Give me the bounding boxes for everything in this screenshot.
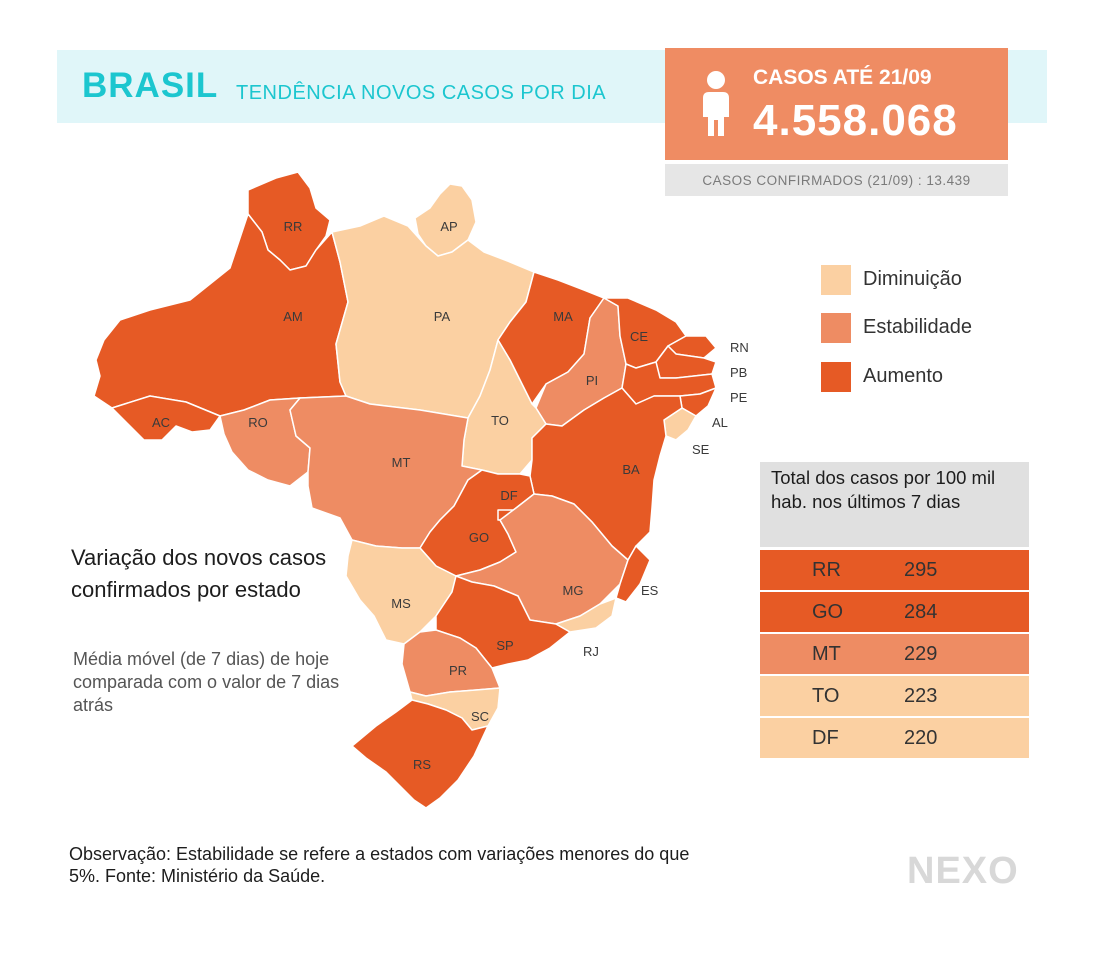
table-row: DF 220 [760,718,1029,758]
state-label-PA: PA [434,309,451,324]
page-subtitle: TENDÊNCIA NOVOS CASOS POR DIA [236,82,607,104]
state-label-RR: RR [284,219,303,234]
table-cell-value: 223 [904,685,938,707]
table-cell-value: 284 [904,601,938,623]
state-RS[interactable] [351,699,489,809]
legend-label-stable: Estabilidade [863,316,972,338]
nexo-logo: NEXO [907,850,1019,892]
person-icon [703,71,729,136]
map-heading: Variação dos novos casos confirmados por… [71,545,327,602]
table-cell-state: MT [812,643,841,665]
state-label-PE: PE [730,390,748,405]
state-label-PB: PB [730,365,747,380]
table-row: RR 295 [760,550,1029,590]
total-cases-box [665,48,1008,160]
state-label-TO: TO [491,413,509,428]
state-label-MG: MG [563,583,584,598]
total-cases-label: CASOS ATÉ 21/09 [753,66,932,89]
page-title: BRASIL [82,66,219,105]
daily-cases-box: CASOS CONFIRMADOS (21/09) : 13.439 [665,164,1008,196]
state-label-AC: AC [152,415,170,430]
daily-cases-text: CASOS CONFIRMADOS (21/09) : 13.439 [702,173,971,188]
state-MS[interactable] [345,539,457,645]
state-label-AP: AP [440,219,457,234]
table-title: Total dos casos por 100 mil hab. nos últ… [771,467,996,512]
table-cell-value: 229 [904,643,938,665]
state-label-PI: PI [586,373,598,388]
legend-swatch-increase [821,362,851,392]
table-row: MT 229 [760,634,1029,674]
state-label-MA: MA [553,309,573,324]
state-label-CE: CE [630,329,648,344]
state-label-MT: MT [392,455,411,470]
legend-label-increase: Aumento [863,365,944,387]
table-cell-state: TO [812,685,840,707]
footnote: Observação: Estabilidade se refere a est… [69,844,690,886]
table-cell-state: RR [812,559,841,581]
table-header: Total dos casos por 100 mil hab. nos últ… [760,462,1029,547]
state-SP[interactable] [435,575,571,669]
state-label-AM: AM [283,309,303,324]
table-cell-state: GO [812,601,844,623]
legend-label-decrease: Diminuição [863,268,962,290]
state-label-GO: GO [469,530,489,545]
state-label-RS: RS [413,757,431,772]
state-label-MS: MS [391,596,411,611]
state-label-RJ: RJ [583,644,599,659]
table-cell-state: DF [812,727,839,749]
table-row: GO 284 [760,592,1029,632]
state-label-RO: RO [248,415,268,430]
state-label-SE: SE [692,442,710,457]
state-label-ES: ES [641,583,659,598]
table-row: TO 223 [760,676,1029,716]
state-label-AL: AL [712,415,728,430]
legend-swatch-stable [821,313,851,343]
state-label-PR: PR [449,663,467,678]
total-cases-value: 4.558.068 [753,96,958,145]
table-cell-value: 220 [904,727,938,749]
state-AC[interactable] [111,395,221,441]
state-ES[interactable] [615,545,651,603]
state-label-SC: SC [471,709,489,724]
map-description: Média móvel (de 7 dias) de hoje comparad… [73,649,340,715]
legend-swatch-decrease [821,265,851,295]
table-cell-value: 295 [904,559,938,581]
state-label-SP: SP [496,638,513,653]
state-RJ[interactable] [555,597,617,633]
state-label-BA: BA [622,462,640,477]
state-label-RN: RN [730,340,749,355]
state-label-DF: DF [500,488,517,503]
